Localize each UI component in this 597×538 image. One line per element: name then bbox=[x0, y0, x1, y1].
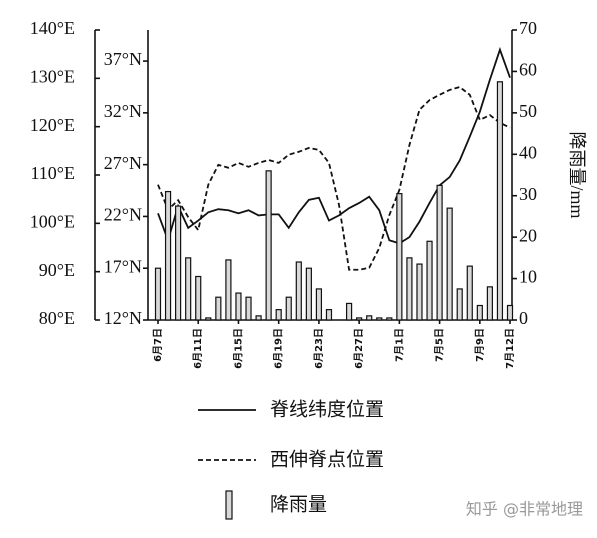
y3-tick-label: 50 bbox=[519, 101, 537, 121]
bar bbox=[265, 170, 272, 321]
bar bbox=[366, 315, 373, 321]
bar bbox=[154, 267, 162, 321]
y-tick-label: 90°E bbox=[39, 260, 75, 280]
bar bbox=[446, 207, 453, 321]
y3-tick-label: 70 bbox=[519, 18, 537, 38]
x-tick-label: 6月15日 bbox=[232, 328, 244, 369]
x-tick-label: 7月12日 bbox=[504, 328, 516, 369]
bar bbox=[295, 261, 302, 321]
y2-tick-label: 12°N bbox=[104, 308, 142, 328]
bar bbox=[436, 184, 443, 321]
bar bbox=[195, 275, 202, 321]
bar bbox=[315, 288, 323, 321]
x-tick-label: 6月19日 bbox=[273, 328, 285, 369]
bar bbox=[285, 296, 292, 321]
bar bbox=[416, 263, 423, 321]
bar bbox=[215, 296, 222, 321]
bar bbox=[396, 193, 403, 321]
bar bbox=[506, 304, 514, 321]
watermark: 知乎 @非常地理 bbox=[466, 500, 583, 519]
x-tick-label: 7月5日 bbox=[434, 328, 446, 362]
x-tick-label: 7月1日 bbox=[393, 328, 405, 362]
bar bbox=[225, 259, 232, 321]
bar bbox=[345, 302, 353, 321]
bar bbox=[376, 317, 383, 321]
y2-tick-label: 17°N bbox=[104, 256, 142, 276]
bar bbox=[275, 309, 282, 321]
y2-tick-label: 37°N bbox=[104, 49, 142, 69]
y3-tick-label: 0 bbox=[519, 308, 528, 328]
bar bbox=[175, 205, 182, 321]
y-tick-label: 130°E bbox=[30, 66, 75, 86]
x-tick-label: 6月27日 bbox=[353, 328, 365, 369]
y2-tick-label: 27°N bbox=[104, 153, 142, 173]
bar bbox=[325, 309, 333, 321]
legend-label: 西伸脊点位置 bbox=[270, 449, 384, 471]
bar bbox=[406, 257, 413, 321]
y-tick-label: 110°E bbox=[30, 163, 75, 183]
bar bbox=[426, 240, 433, 321]
y3-tick-label: 10 bbox=[519, 267, 537, 287]
bar bbox=[466, 265, 473, 321]
bar bbox=[386, 317, 393, 321]
bar bbox=[245, 296, 252, 321]
bar bbox=[496, 81, 504, 321]
bar bbox=[205, 317, 212, 321]
bar bbox=[255, 315, 262, 321]
y3-tick-label: 60 bbox=[519, 60, 537, 80]
y3-tick-label: 30 bbox=[519, 184, 537, 204]
bar bbox=[235, 292, 242, 321]
x-tick-label: 7月9日 bbox=[474, 328, 486, 362]
legend-label: 降雨量 bbox=[270, 494, 327, 516]
y3-axis-label: 降雨量/mm bbox=[567, 131, 587, 218]
y2-tick-label: 32°N bbox=[104, 101, 142, 121]
x-tick-label: 6月23日 bbox=[313, 328, 325, 369]
bar bbox=[164, 190, 172, 321]
bar bbox=[456, 288, 463, 321]
y-tick-label: 80°E bbox=[39, 308, 75, 328]
line bbox=[157, 86, 511, 271]
y-tick-label: 100°E bbox=[30, 211, 75, 231]
y-tick-label: 140°E bbox=[30, 18, 75, 38]
bar bbox=[185, 257, 192, 321]
y3-tick-label: 40 bbox=[519, 142, 537, 162]
bar bbox=[486, 286, 493, 321]
legend-label: 脊线纬度位置 bbox=[270, 399, 384, 421]
bar bbox=[476, 304, 483, 321]
x-tick-label: 6月11日 bbox=[192, 328, 204, 369]
line bbox=[157, 46, 511, 245]
x-tick-label: 6月7日 bbox=[152, 328, 164, 362]
y2-tick-label: 22°N bbox=[104, 205, 142, 225]
y3-tick-label: 20 bbox=[519, 225, 537, 245]
bar bbox=[305, 267, 312, 321]
bar bbox=[356, 317, 363, 321]
legend-swatch bbox=[225, 490, 233, 520]
y-tick-label: 120°E bbox=[30, 115, 75, 135]
